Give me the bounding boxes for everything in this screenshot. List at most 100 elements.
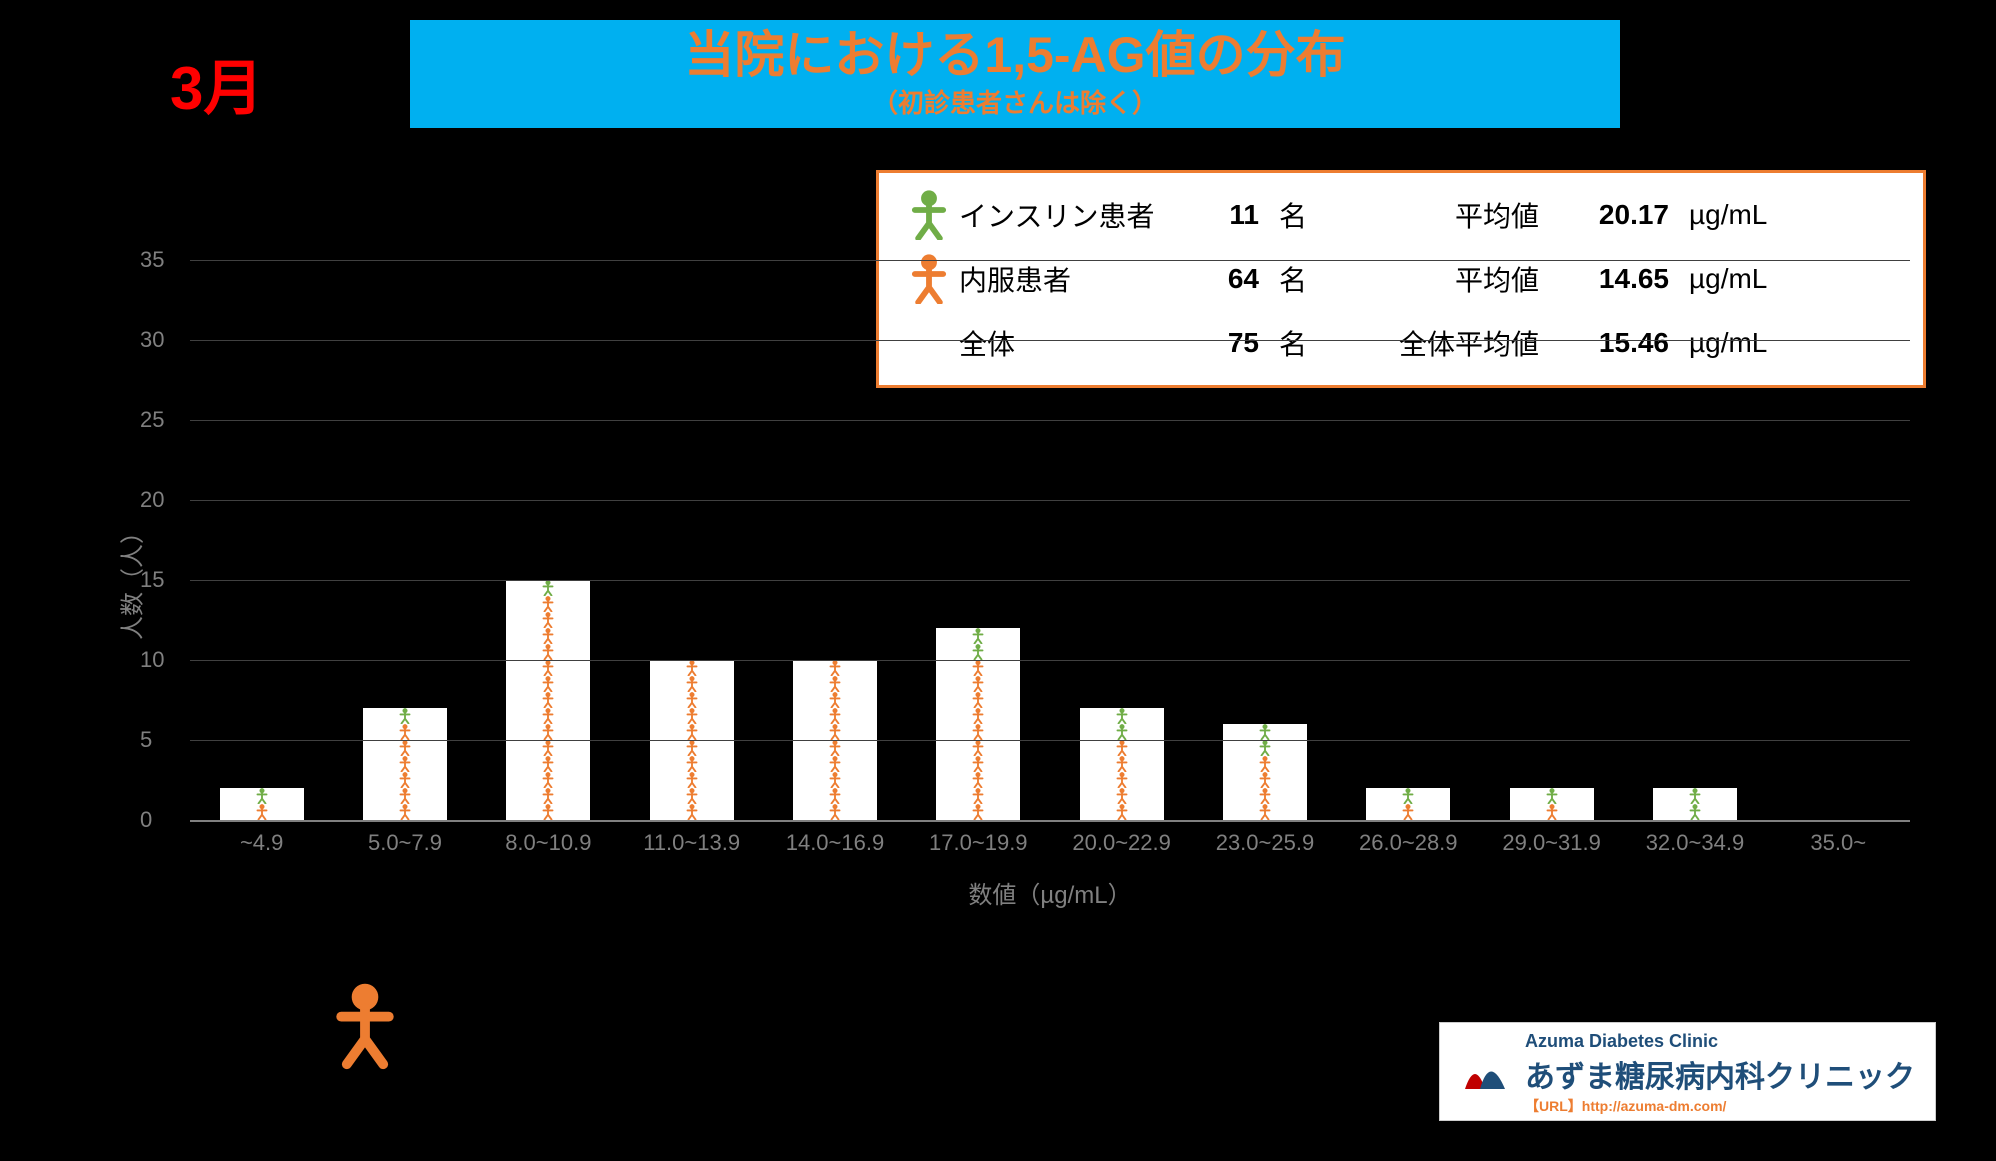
legend-label: インスリン患者 bbox=[959, 195, 1189, 235]
person-icon bbox=[1243, 788, 1287, 804]
gridline bbox=[190, 580, 1910, 581]
person-icon bbox=[1673, 788, 1717, 804]
bar: 7 bbox=[1080, 708, 1164, 820]
bar-slot: 17.0~19.912 bbox=[907, 260, 1050, 820]
xtick-label: 35.0~ bbox=[1810, 830, 1866, 856]
person-icon bbox=[670, 804, 714, 820]
person-icon bbox=[956, 676, 1000, 692]
xtick-label: 8.0~10.9 bbox=[505, 830, 591, 856]
bar-slot: 23.0~25.96 bbox=[1193, 260, 1336, 820]
person-icon bbox=[526, 772, 570, 788]
xtick-label: ~4.9 bbox=[240, 830, 283, 856]
plot-area: ~4.925.0~7.978.0~10.91511.0~13.91014.0~1… bbox=[190, 260, 1910, 822]
person-icon bbox=[383, 724, 427, 740]
person-icon bbox=[813, 788, 857, 804]
person-icon bbox=[813, 756, 857, 772]
person-icon bbox=[956, 740, 1000, 756]
bar-slot: 26.0~28.92 bbox=[1337, 260, 1480, 820]
person-icon bbox=[670, 756, 714, 772]
person-icon bbox=[813, 724, 857, 740]
person-icon bbox=[1100, 772, 1144, 788]
person-icon bbox=[907, 190, 951, 240]
person-icon bbox=[526, 708, 570, 724]
person-icon bbox=[1100, 756, 1144, 772]
person-icon bbox=[813, 692, 857, 708]
person-icon bbox=[526, 692, 570, 708]
legend-count: 11 bbox=[1189, 199, 1259, 231]
person-icon bbox=[240, 804, 284, 820]
person-icon bbox=[526, 644, 570, 660]
person-icon bbox=[526, 804, 570, 820]
xtick-label: 17.0~19.9 bbox=[929, 830, 1027, 856]
bar: 15 bbox=[506, 580, 590, 820]
person-icon bbox=[670, 788, 714, 804]
bar-slot: 11.0~13.910 bbox=[620, 260, 763, 820]
person-icon bbox=[526, 596, 570, 612]
xtick-label: 11.0~13.9 bbox=[643, 830, 740, 856]
person-icon bbox=[526, 788, 570, 804]
person-icon bbox=[526, 724, 570, 740]
person-icon bbox=[1243, 724, 1287, 740]
clinic-name-en: Azuma Diabetes Clinic bbox=[1525, 1031, 1915, 1052]
person-icon bbox=[1530, 804, 1574, 820]
bar-slot: ~4.92 bbox=[190, 260, 333, 820]
bar-slot: 35.0~ bbox=[1767, 260, 1910, 820]
bar-slot: 20.0~22.97 bbox=[1050, 260, 1193, 820]
xtick-label: 32.0~34.9 bbox=[1646, 830, 1744, 856]
bar-slot: 29.0~31.92 bbox=[1480, 260, 1623, 820]
person-icon bbox=[1530, 788, 1574, 804]
bar: 7 bbox=[363, 708, 447, 820]
person-icon bbox=[1386, 788, 1430, 804]
person-icon bbox=[956, 772, 1000, 788]
person-icon bbox=[956, 692, 1000, 708]
person-icon bbox=[956, 756, 1000, 772]
bar-slot: 8.0~10.915 bbox=[477, 260, 620, 820]
person-icon bbox=[1100, 804, 1144, 820]
bar-slot: 32.0~34.92 bbox=[1623, 260, 1766, 820]
bar-slot: 14.0~16.910 bbox=[763, 260, 906, 820]
bar-slot: 5.0~7.97 bbox=[333, 260, 476, 820]
legend-avg-label: 平均値 bbox=[1339, 195, 1539, 235]
person-icon bbox=[526, 580, 570, 596]
person-icon bbox=[526, 628, 570, 644]
bar: 12 bbox=[936, 628, 1020, 820]
xtick-label: 29.0~31.9 bbox=[1502, 830, 1600, 856]
person-icon bbox=[670, 676, 714, 692]
bar: 2 bbox=[1510, 788, 1594, 820]
person-icon bbox=[670, 708, 714, 724]
gridline bbox=[190, 420, 1910, 421]
title-bar: 当院における1,5-AG値の分布 （初診患者さんは除く） bbox=[410, 20, 1620, 128]
person-icon bbox=[813, 804, 857, 820]
person-icon bbox=[670, 660, 714, 676]
person-icon bbox=[956, 788, 1000, 804]
person-icon bbox=[1100, 788, 1144, 804]
person-icon bbox=[813, 740, 857, 756]
month-label: 3月 bbox=[170, 40, 263, 127]
person-icon bbox=[240, 788, 284, 804]
person-icon bbox=[956, 724, 1000, 740]
xtick-label: 14.0~16.9 bbox=[786, 830, 884, 856]
person-icon bbox=[1243, 756, 1287, 772]
ytick-label: 20 bbox=[140, 487, 164, 513]
person-icon bbox=[956, 804, 1000, 820]
person-icon bbox=[956, 708, 1000, 724]
bar: 6 bbox=[1223, 724, 1307, 820]
person-icon bbox=[383, 788, 427, 804]
person-icon bbox=[1673, 804, 1717, 820]
footer-person-icon bbox=[330, 980, 400, 1075]
person-icon bbox=[956, 660, 1000, 676]
person-icon bbox=[670, 724, 714, 740]
ytick-label: 0 bbox=[140, 807, 152, 833]
person-icon bbox=[526, 756, 570, 772]
title-main: 当院における1,5-AG値の分布 bbox=[430, 28, 1600, 83]
person-icon bbox=[383, 708, 427, 724]
person-icon bbox=[670, 772, 714, 788]
ytick-label: 35 bbox=[140, 247, 164, 273]
xtick-label: 26.0~28.9 bbox=[1359, 830, 1457, 856]
person-icon bbox=[383, 804, 427, 820]
clinic-box: Azuma Diabetes Clinic あずま糖尿病内科クリニック 【URL… bbox=[1439, 1022, 1936, 1121]
chart-area: 人数（人） ~4.925.0~7.978.0~10.91511.0~13.910… bbox=[130, 260, 1930, 900]
xtick-label: 5.0~7.9 bbox=[368, 830, 442, 856]
person-icon bbox=[1386, 804, 1430, 820]
xtick-label: 20.0~22.9 bbox=[1072, 830, 1170, 856]
